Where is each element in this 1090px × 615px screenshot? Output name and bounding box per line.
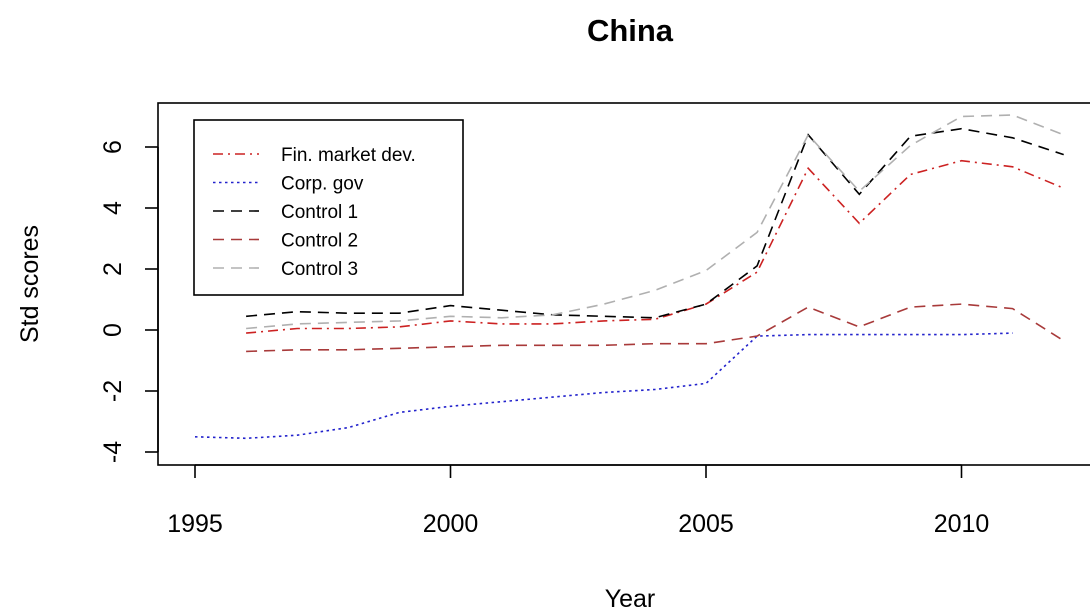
series-group xyxy=(194,114,1065,440)
x-tick-label: 2010 xyxy=(934,510,990,538)
legend-box xyxy=(193,119,464,296)
legend-label-3: Control 1 xyxy=(281,202,358,223)
legend-label-2: Corp. gov xyxy=(281,174,364,195)
x-tick-label: 1995 xyxy=(167,510,223,538)
chart-title: China xyxy=(587,13,674,48)
series-line-3 xyxy=(246,127,1064,319)
series-line-2 xyxy=(194,332,1013,440)
y-axis: -4 -2 0 2 4 6 xyxy=(99,140,159,463)
legend: Fin. market dev. Corp. gov Control 1 Contro… xyxy=(193,119,464,296)
legend-label-5: Control 3 xyxy=(281,259,358,280)
y-tick-label: -2 xyxy=(99,380,127,402)
x-axis: 1995 2000 2005 2010 xyxy=(167,464,990,538)
legend-label-1: Fin. market dev. xyxy=(281,145,416,166)
y-axis-label: Std scores xyxy=(16,225,44,343)
x-tick-label: 2005 xyxy=(678,510,734,538)
series-line-4 xyxy=(246,303,1065,353)
x-tick-label: 2000 xyxy=(423,510,479,538)
y-tick-label: 2 xyxy=(99,262,127,276)
y-tick-label: -4 xyxy=(99,441,127,463)
series-line-5 xyxy=(246,114,1064,330)
y-tick-label: 6 xyxy=(99,140,127,154)
y-tick-label: 0 xyxy=(99,323,127,337)
x-axis-label: Year xyxy=(605,585,656,613)
series-line-1 xyxy=(246,159,1065,334)
y-tick-label: 4 xyxy=(99,201,127,215)
legend-label-4: Control 2 xyxy=(281,231,358,252)
